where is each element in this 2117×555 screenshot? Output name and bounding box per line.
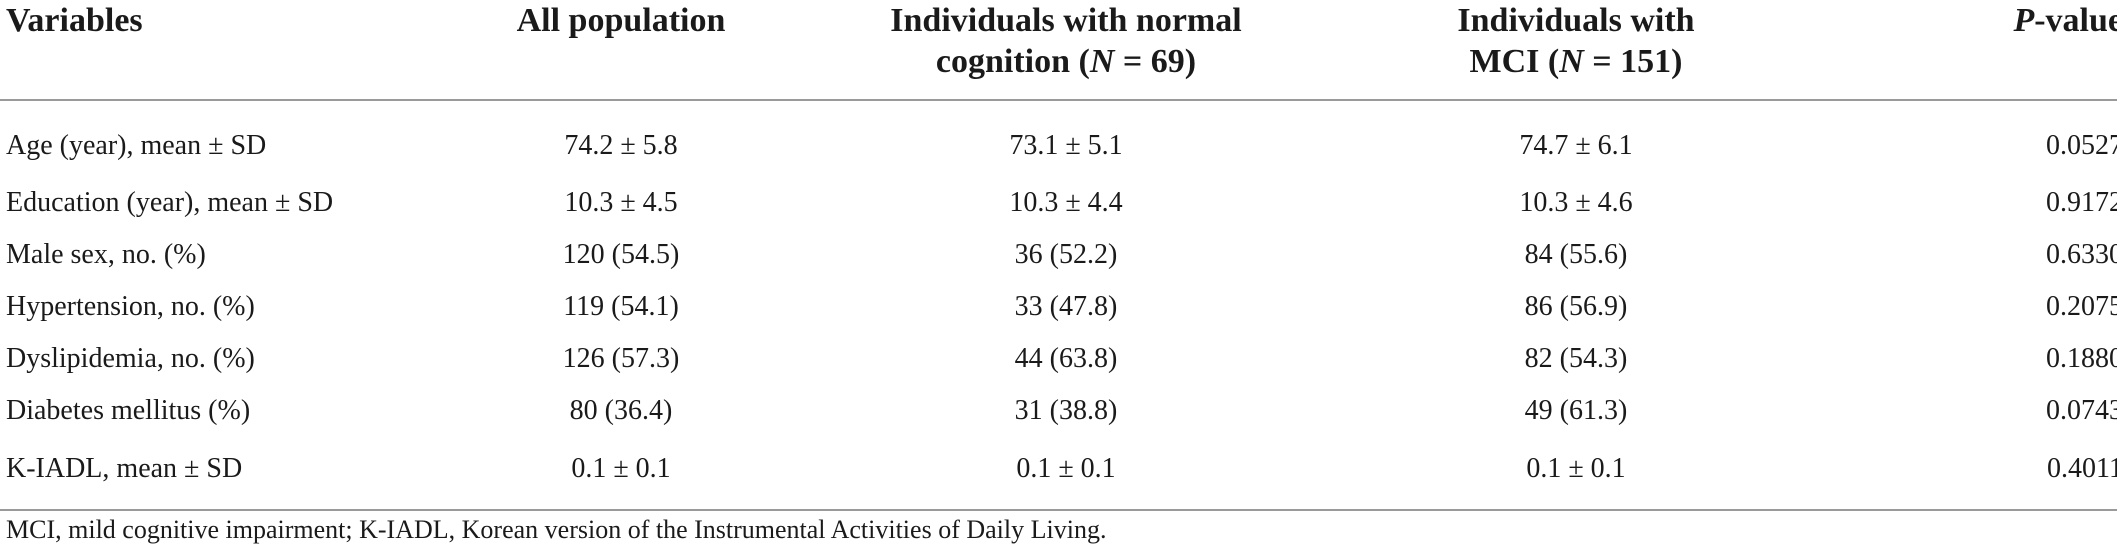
- header-row: Variables All population Individuals wit…: [0, 0, 2117, 101]
- cell-all: 119 (54.1): [563, 291, 679, 322]
- cell-variable: Age (year), mean ± SD: [6, 130, 267, 161]
- header-normal-cognition: Individuals with normal cognition (N = 6…: [806, 0, 1326, 101]
- cell-variable: Dyslipidemia, no. (%): [6, 343, 255, 374]
- cell-variable: Diabetes mellitus (%): [6, 395, 251, 426]
- table-body: Age (year), mean ± SD 74.2 ± 5.8 73.1 ± …: [0, 100, 2117, 510]
- table-footnote: MCI, mild cognitive impairment; K-IADL, …: [6, 515, 1107, 544]
- cell-all: 10.3 ± 4.5: [564, 187, 678, 218]
- header-normal-line1: Individuals with normal: [890, 2, 1242, 39]
- header-mci: Individuals with MCI (N = 151): [1326, 0, 1826, 101]
- table-row: K-IADL, mean ± SD 0.1 ± 0.1 0.1 ± 0.1 0.…: [0, 437, 2117, 510]
- header-all-population: All population: [436, 0, 806, 101]
- cell-normal: 73.1 ± 5.1: [1009, 130, 1123, 161]
- cell-mci: 82 (54.3): [1524, 343, 1628, 374]
- cell-all: 80 (36.4): [569, 395, 673, 426]
- header-pvalue: P-value: [1826, 0, 2117, 101]
- header-variables-label: Variables: [6, 2, 143, 39]
- cell-normal: 33 (47.8): [1014, 291, 1118, 322]
- header-normal-n: N: [1089, 43, 1115, 80]
- cell-pvalue: 0.4011: [2047, 453, 2117, 484]
- cell-mci: 0.1 ± 0.1: [1526, 453, 1626, 484]
- cell-pvalue: 0.1880: [2046, 343, 2117, 374]
- cell-normal: 10.3 ± 4.4: [1009, 187, 1123, 218]
- table-row: Male sex, no. (%) 120 (54.5) 36 (52.2) 8…: [0, 229, 2117, 281]
- table-row: Diabetes mellitus (%) 80 (36.4) 31 (38.8…: [0, 385, 2117, 437]
- table-row: Hypertension, no. (%) 119 (54.1) 33 (47.…: [0, 281, 2117, 333]
- cell-pvalue: 0.0743: [2046, 395, 2117, 426]
- cell-pvalue: 0.9172: [2046, 187, 2117, 218]
- header-mci-line2-suffix: = 151): [1583, 43, 1683, 80]
- cell-all: 126 (57.3): [562, 343, 680, 374]
- cell-mci: 84 (55.6): [1524, 239, 1628, 270]
- cell-mci: 74.7 ± 6.1: [1519, 130, 1633, 161]
- cell-normal: 44 (63.8): [1014, 343, 1118, 374]
- header-normal-line2-suffix: = 69): [1114, 43, 1197, 80]
- cell-pvalue: 0.6330: [2046, 239, 2117, 270]
- cell-variable: Male sex, no. (%): [6, 239, 206, 270]
- cell-variable: Hypertension, no. (%): [6, 291, 255, 322]
- cell-pvalue: 0.2075: [2046, 291, 2117, 322]
- cell-variable: Education (year), mean ± SD: [6, 187, 334, 218]
- cell-normal: 36 (52.2): [1014, 239, 1118, 270]
- cell-mci: 49 (61.3): [1524, 395, 1628, 426]
- table-row: Dyslipidemia, no. (%) 126 (57.3) 44 (63.…: [0, 333, 2117, 385]
- header-mci-line1: Individuals with: [1457, 2, 1695, 39]
- demographics-table: Variables All population Individuals wit…: [0, 0, 2117, 510]
- demographics-table-container: Variables All population Individuals wit…: [0, 0, 2117, 510]
- header-all-population-label: All population: [516, 2, 726, 39]
- cell-all: 120 (54.5): [562, 239, 680, 270]
- table-row: Age (year), mean ± SD 74.2 ± 5.8 73.1 ± …: [0, 100, 2117, 177]
- header-variables: Variables: [0, 0, 436, 101]
- cell-mci: 86 (56.9): [1524, 291, 1628, 322]
- cell-mci: 10.3 ± 4.6: [1519, 187, 1633, 218]
- cell-all: 74.2 ± 5.8: [564, 130, 678, 161]
- table-row: Education (year), mean ± SD 10.3 ± 4.5 1…: [0, 177, 2117, 229]
- header-mci-n: N: [1559, 43, 1584, 80]
- header-normal-line2-prefix: cognition (: [935, 43, 1090, 80]
- header-pvalue-italic: P: [2013, 2, 2035, 39]
- header-pvalue-suffix: -value: [2034, 2, 2117, 39]
- cell-pvalue: 0.0527: [2046, 130, 2117, 161]
- table-header: Variables All population Individuals wit…: [0, 0, 2117, 101]
- cell-variable: K-IADL, mean ± SD: [6, 453, 243, 484]
- header-mci-line2-prefix: MCI (: [1469, 43, 1560, 80]
- cell-normal: 0.1 ± 0.1: [1016, 453, 1116, 484]
- cell-all: 0.1 ± 0.1: [571, 453, 671, 484]
- cell-normal: 31 (38.8): [1014, 395, 1118, 426]
